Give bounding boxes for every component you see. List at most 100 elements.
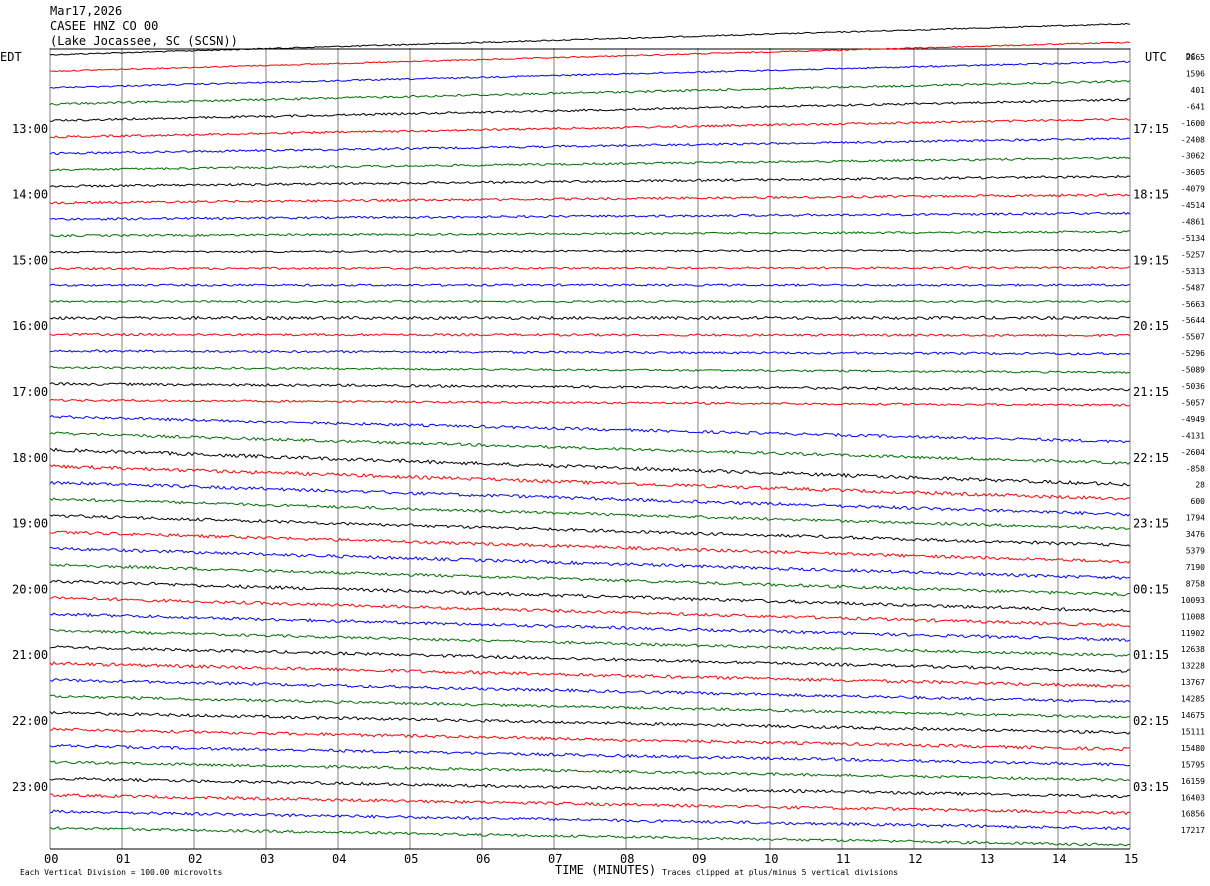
- dc-offset-label: 15795: [1181, 760, 1205, 769]
- dc-offset-label: 13767: [1181, 678, 1205, 687]
- dc-offset-label: -5134: [1181, 234, 1205, 243]
- trace-row-32: [49, 579, 1131, 613]
- dc-offset-label: -5296: [1181, 349, 1205, 358]
- trace-row-42: [49, 743, 1131, 767]
- dc-offset-label: -4514: [1181, 201, 1205, 210]
- trace-row-25: [49, 464, 1131, 501]
- trace-row-28: [49, 514, 1131, 547]
- dc-offset-label: -3062: [1181, 152, 1205, 161]
- trace-row-29: [49, 530, 1131, 564]
- dc-offset-label: -5089: [1181, 366, 1205, 375]
- x-tick-label-06: 06: [476, 852, 490, 866]
- right-hour-label: 20:15: [1133, 319, 1169, 333]
- trace-row-23: [49, 431, 1131, 466]
- dc-offset-label: 5379: [1186, 547, 1205, 556]
- trace-row-8: [49, 174, 1131, 188]
- right-hour-label: 23:15: [1133, 517, 1169, 531]
- dc-offset-label: -4949: [1181, 415, 1205, 424]
- dc-offset-label: 14675: [1181, 711, 1205, 720]
- left-hour-label: 13:00: [12, 122, 48, 136]
- labels: 00 01 02 03 04 05 06 07 08 09 10 11 12 13 14 15 13:00 14:…: [12, 53, 1205, 866]
- dc-offset-label: -5057: [1181, 398, 1205, 407]
- trace-row-11: [49, 230, 1131, 238]
- trace-row-22: [49, 414, 1131, 444]
- x-tick-label-14: 14: [1052, 852, 1066, 866]
- x-tick-label-10: 10: [764, 852, 778, 866]
- trace-row-15: [49, 299, 1131, 304]
- dc-offset-label: -5487: [1181, 283, 1205, 292]
- trace-row-12: [49, 248, 1131, 254]
- x-tick-label-05: 05: [404, 852, 418, 866]
- header-location: (Lake Jocassee, SC (SCSN)): [50, 34, 238, 48]
- left-timezone-label: EDT: [0, 50, 22, 64]
- trace-row-24: [49, 447, 1131, 487]
- trace-row-18: [49, 349, 1131, 356]
- dc-offset-label: 401: [1191, 86, 1206, 95]
- right-hour-label: 01:15: [1133, 648, 1169, 662]
- left-hour-label: 18:00: [12, 451, 48, 465]
- dc-offset-label: 12638: [1181, 645, 1205, 654]
- trace-row-14: [49, 283, 1131, 287]
- right-hour-label: 00:15: [1133, 582, 1169, 596]
- x-axis-title: TIME (MINUTES): [555, 863, 656, 877]
- dc-offset-label: 16403: [1181, 793, 1205, 802]
- right-hour-label: 18:15: [1133, 188, 1169, 202]
- dc-label: DC: [1186, 52, 1196, 61]
- right-hour-label: 02:15: [1133, 714, 1169, 728]
- dc-offset-label: -3605: [1181, 168, 1205, 177]
- trace-row-19: [49, 365, 1131, 374]
- x-tick-label-15: 15: [1124, 852, 1138, 866]
- right-hour-label: 19:15: [1133, 253, 1169, 267]
- left-hour-label: 21:00: [12, 648, 48, 662]
- dc-offset-label: 16856: [1181, 810, 1205, 819]
- dc-offset-label: 15480: [1181, 744, 1205, 753]
- dc-offset-label: 16159: [1181, 777, 1205, 786]
- trace-row-31: [49, 563, 1131, 597]
- right-hour-label: 17:15: [1133, 122, 1169, 136]
- trace-row-40: [49, 710, 1131, 735]
- dc-offset-label: -2604: [1181, 448, 1205, 457]
- dc-offset-label: 1794: [1186, 514, 1205, 523]
- left-hour-label: 23:00: [12, 780, 48, 794]
- dc-offset-label: 1596: [1186, 69, 1205, 78]
- dc-offset-label: -4079: [1181, 185, 1205, 194]
- trace-row-20: [49, 382, 1131, 392]
- dc-offset-label: 2865: [1186, 53, 1205, 62]
- dc-offset-label: -5313: [1181, 267, 1205, 276]
- trace-row-33: [49, 596, 1131, 628]
- dc-offset-label: 17217: [1181, 826, 1205, 835]
- dc-offset-label: -1600: [1181, 119, 1205, 128]
- traces: [49, 22, 1131, 847]
- dc-offset-label: 14285: [1181, 695, 1205, 704]
- trace-row-7: [49, 156, 1131, 172]
- scale-note: Each Vertical Division = 100.00 microvol…: [20, 868, 222, 877]
- trace-row-4: [49, 98, 1131, 122]
- left-hour-label: 20:00: [12, 582, 48, 596]
- trace-row-37: [49, 661, 1131, 689]
- dc-offset-label: 11008: [1181, 612, 1205, 621]
- trace-row-17: [49, 332, 1131, 338]
- right-hour-label: 03:15: [1133, 780, 1169, 794]
- trace-row-36: [49, 645, 1131, 673]
- trace-row-16: [49, 315, 1131, 321]
- left-hour-label: 19:00: [12, 517, 48, 531]
- trace-row-38: [49, 678, 1131, 703]
- dc-offset-label: 11902: [1181, 629, 1205, 638]
- x-tick-label-09: 09: [692, 852, 706, 866]
- trace-row-6: [49, 136, 1131, 156]
- x-tick-label-02: 02: [188, 852, 202, 866]
- trace-row-41: [49, 727, 1130, 752]
- trace-row-47: [49, 826, 1131, 847]
- trace-row-39: [49, 694, 1130, 719]
- trace-row-35: [49, 628, 1131, 658]
- dc-offset-label: -858: [1186, 464, 1205, 473]
- trace-row-45: [49, 793, 1131, 816]
- trace-row-9: [49, 193, 1131, 205]
- dc-offset-label: -5036: [1181, 382, 1205, 391]
- dc-offset-label: 7190: [1186, 563, 1205, 572]
- trace-row-21: [49, 398, 1131, 407]
- trace-row-10: [49, 211, 1131, 221]
- left-hour-label: 22:00: [12, 714, 48, 728]
- x-tick-label-11: 11: [836, 852, 850, 866]
- dc-offset-label: 8758: [1186, 579, 1205, 588]
